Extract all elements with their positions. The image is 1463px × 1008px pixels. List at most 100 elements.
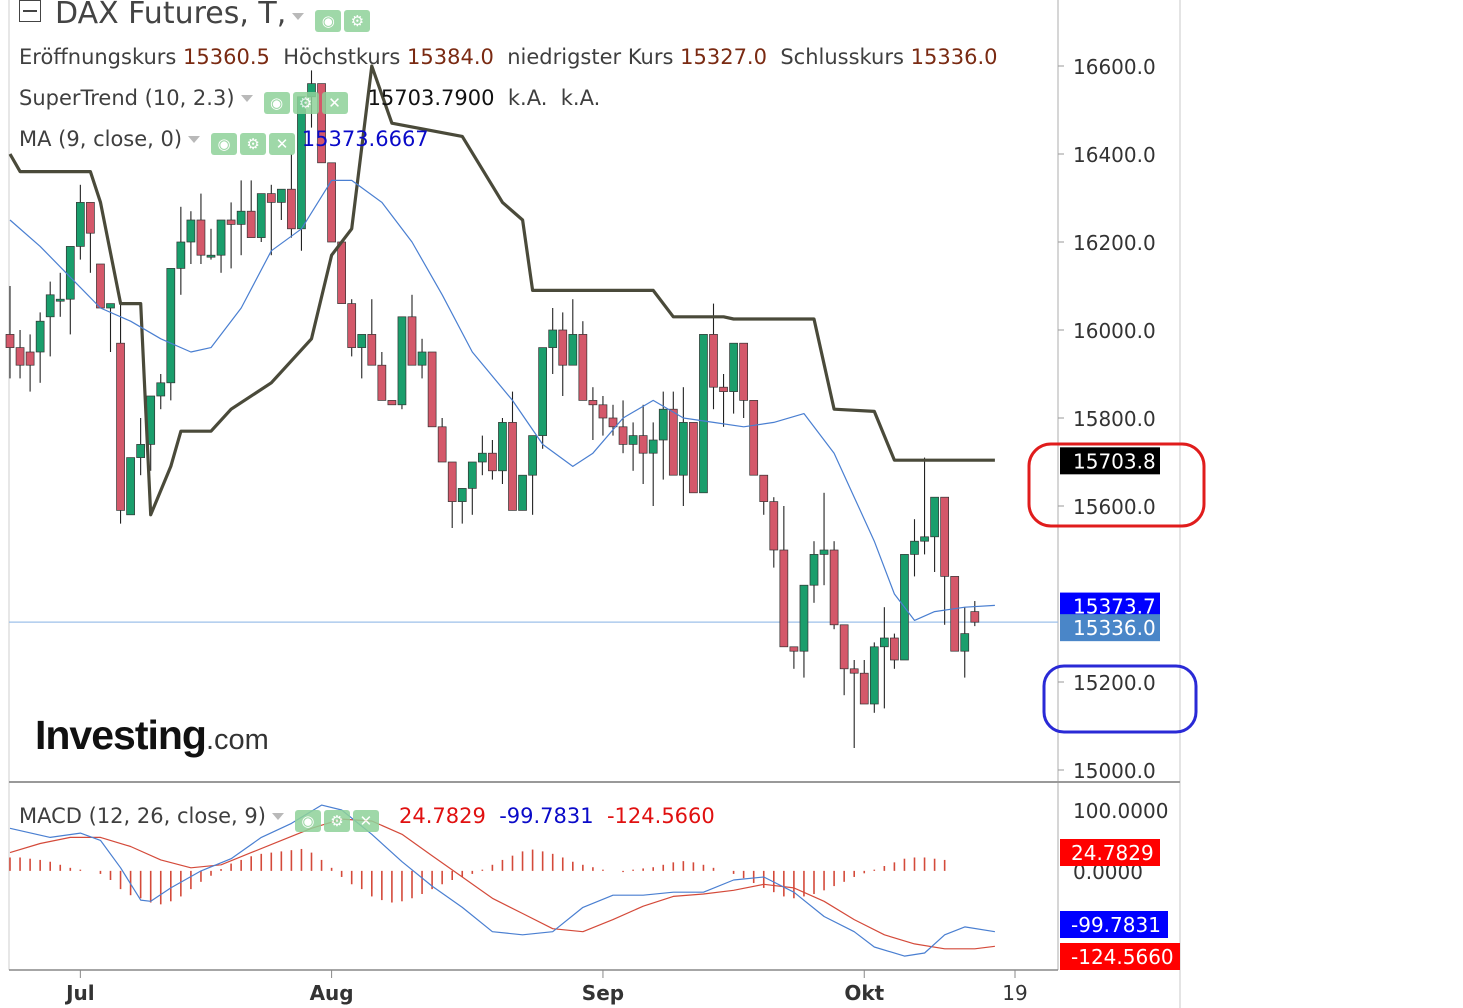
- ohlc-open-label: Eröffnungskurs: [19, 45, 177, 69]
- candle-body: [226, 219, 236, 225]
- candle-body: [478, 452, 487, 463]
- candle-body: [156, 382, 166, 397]
- candle-body: [618, 426, 628, 445]
- macd-signal-line: [9, 818, 995, 950]
- candle-body: [859, 672, 869, 705]
- candle-body: [437, 426, 447, 463]
- close-icon[interactable]: ✕: [269, 133, 296, 155]
- candle-body: [45, 294, 55, 318]
- candle-body: [297, 96, 306, 230]
- candle-body: [186, 219, 196, 243]
- macd-tag-2: -99.7831: [1071, 913, 1161, 937]
- macd-value-2: -99.7831: [499, 804, 594, 828]
- red-highlight-circle: [1027, 442, 1206, 528]
- gear-icon[interactable]: ⚙: [240, 133, 267, 155]
- ohlc-low-value: 15327.0: [680, 45, 767, 69]
- chevron-down-icon[interactable]: [240, 95, 253, 102]
- gear-icon[interactable]: ⚙: [292, 92, 319, 114]
- candle-body: [930, 496, 939, 538]
- gear-icon[interactable]: ⚙: [344, 10, 371, 32]
- eye-icon[interactable]: ◉: [315, 10, 342, 32]
- candle-body: [75, 202, 85, 247]
- candle-body: [347, 303, 357, 348]
- candle-body: [608, 417, 618, 428]
- candle-body: [86, 202, 95, 234]
- candle-body: [739, 342, 749, 401]
- candles: [5, 70, 980, 748]
- close-icon[interactable]: ✕: [352, 810, 379, 832]
- price-tag-supertrend: 15703.8: [1073, 449, 1156, 473]
- candle-body: [467, 461, 477, 489]
- candle-body: [246, 210, 256, 238]
- collapse-icon[interactable]: [19, 0, 41, 22]
- candle-body: [25, 351, 35, 366]
- candle-body: [920, 536, 929, 542]
- x-tick-label: Sep: [582, 981, 624, 1005]
- candle-body: [287, 188, 296, 230]
- candle-body: [518, 474, 527, 511]
- candle-body: [890, 637, 899, 661]
- candle-body: [387, 400, 397, 406]
- close-icon[interactable]: ✕: [321, 92, 348, 114]
- gear-icon[interactable]: ⚙: [323, 810, 350, 832]
- candle-body: [769, 501, 779, 551]
- candle-body: [407, 316, 417, 366]
- candle-body: [106, 303, 115, 309]
- price-tag-supertrend-bg: [1060, 447, 1160, 475]
- supertrend-line: [8, 64, 995, 517]
- macd-line: [9, 804, 995, 957]
- macd-label[interactable]: MACD (12, 26, close, 9): [19, 804, 266, 828]
- candle-body: [940, 496, 950, 577]
- candle-body: [699, 334, 708, 494]
- macd-tag-1: 24.7829: [1071, 841, 1154, 865]
- candle-body: [548, 329, 558, 348]
- y-tick-label: 16400.0: [1073, 143, 1156, 167]
- candle-body: [377, 364, 387, 401]
- eye-icon[interactable]: ◉: [294, 810, 321, 832]
- candle-body: [658, 408, 668, 441]
- candle-body: [568, 334, 578, 366]
- y-tick-label: 15000.0: [1073, 759, 1156, 783]
- ohlc-close-label: Schlusskurs: [780, 45, 904, 69]
- candle-body: [689, 422, 698, 494]
- ohlc-open-value: 15360.5: [183, 45, 270, 69]
- macd-value-1: 24.7829: [399, 804, 486, 828]
- candle-body: [256, 193, 266, 238]
- candle-body: [488, 452, 497, 472]
- candle-body: [538, 347, 548, 436]
- chart-frame: [8, 0, 1181, 1008]
- supertrend-label[interactable]: SuperTrend (10, 2.3): [19, 86, 235, 110]
- logo-brand: Investing: [35, 712, 207, 758]
- candle-body: [709, 334, 718, 388]
- candle-body: [799, 584, 809, 652]
- chevron-down-icon[interactable]: [188, 136, 201, 143]
- y-tick-label: 15800.0: [1073, 407, 1156, 431]
- candle-body: [558, 329, 568, 366]
- ma-label[interactable]: MA (9, close, 0): [19, 127, 183, 151]
- macd-panel: [9, 804, 995, 957]
- candle-body: [447, 461, 457, 502]
- eye-icon[interactable]: ◉: [211, 133, 238, 155]
- candle-body: [216, 219, 226, 256]
- candle-body: [638, 435, 648, 454]
- macd-row: MACD (12, 26, close, 9) ◉ ⚙ ✕ 24.7829 -99.7…: [19, 804, 715, 832]
- candle-body: [498, 422, 507, 472]
- x-tick-label: Aug: [310, 981, 354, 1005]
- x-tick-label: Okt: [844, 981, 884, 1005]
- candle-body: [648, 439, 658, 454]
- price-tag-close: 15336.0: [1073, 616, 1156, 640]
- candle-body: [65, 246, 75, 300]
- chevron-down-icon[interactable]: [271, 813, 284, 820]
- candle-body: [337, 241, 346, 304]
- y-tick-label: 16600.0: [1073, 55, 1156, 79]
- candle-body: [196, 219, 206, 256]
- candle-body: [849, 668, 859, 674]
- chevron-down-icon[interactable]: [292, 13, 305, 20]
- annotations: [1027, 442, 1206, 734]
- candle-body: [427, 351, 437, 428]
- chart-title-row: DAX Futures, T, ◉ ⚙: [19, 0, 371, 32]
- candle-body: [96, 263, 105, 309]
- eye-icon[interactable]: ◉: [263, 92, 290, 114]
- candle-body: [628, 435, 638, 445]
